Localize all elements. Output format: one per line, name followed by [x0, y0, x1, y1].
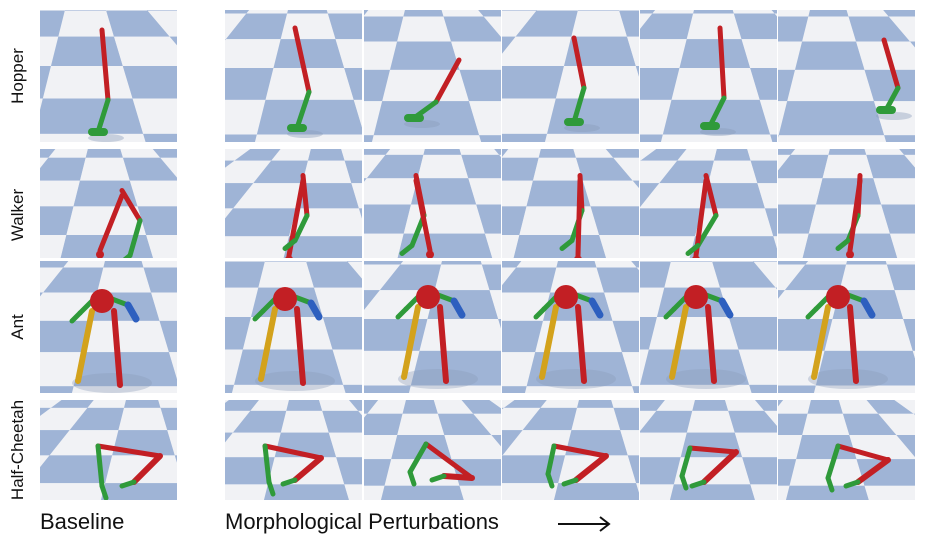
ant-frame-3: [502, 261, 639, 393]
row-label-hopper: Hopper: [0, 10, 36, 142]
cheetah-frame-1: [225, 400, 362, 500]
ant-render: [640, 261, 777, 393]
ant-render: [502, 261, 639, 393]
ant-frame-1: [225, 261, 362, 393]
ant-frame-4: [640, 261, 777, 393]
hopper-frame-2: [364, 10, 501, 142]
cheetah-render: [640, 400, 777, 500]
ant-render: [225, 261, 362, 393]
cheetah-render: [778, 400, 915, 500]
baseline-caption: Baseline: [40, 509, 125, 534]
row-label-half-cheetah-text: Half-Cheetah: [8, 399, 28, 501]
hopper-render: [502, 10, 639, 142]
cheetah-frame-0: [40, 400, 177, 500]
walker-frame-3: [502, 149, 639, 258]
cheetah-frame-2: [364, 400, 501, 500]
hopper-frame-0: [40, 10, 177, 142]
cheetah-render: [40, 400, 177, 500]
ant-frame-2: [364, 261, 501, 393]
ant-frame-5: [778, 261, 915, 393]
perturbations-caption: Morphological Perturbations: [225, 509, 499, 534]
row-label-walker-text: Walker: [8, 188, 28, 242]
cheetah-frame-5: [778, 400, 915, 500]
hopper-render: [640, 10, 777, 142]
hopper-render: [778, 10, 915, 142]
hopper-render: [225, 10, 362, 142]
walker-frame-5: [778, 149, 915, 258]
walker-frame-0: [40, 149, 177, 258]
walker-render: [40, 149, 177, 258]
row-label-ant-text: Ant: [8, 314, 27, 340]
cheetah-render: [225, 400, 362, 500]
hopper-frame-4: [640, 10, 777, 142]
walker-render: [364, 149, 501, 258]
row-label-ant: Ant: [0, 261, 36, 393]
cheetah-frame-4: [640, 400, 777, 500]
walker-render: [502, 149, 639, 258]
right-arrow-icon: [558, 516, 611, 532]
ant-render: [364, 261, 501, 393]
walker-frame-1: [225, 149, 362, 258]
ant-render: [40, 261, 177, 393]
cheetah-render: [364, 400, 501, 500]
hopper-frame-3: [502, 10, 639, 142]
walker-render: [225, 149, 362, 258]
row-label-hopper-text: Hopper: [8, 48, 28, 104]
ant-render: [778, 261, 915, 393]
walker-frame-2: [364, 149, 501, 258]
hopper-render: [364, 10, 501, 142]
walker-render: [640, 149, 777, 258]
hopper-render: [40, 10, 177, 142]
walker-frame-4: [640, 149, 777, 258]
hopper-frame-5: [778, 10, 915, 142]
cheetah-frame-3: [502, 400, 639, 500]
row-label-half-cheetah: Half-Cheetah: [0, 400, 36, 500]
cheetah-render: [502, 400, 639, 500]
ant-frame-0: [40, 261, 177, 393]
hopper-frame-1: [225, 10, 362, 142]
walker-render: [778, 149, 915, 258]
